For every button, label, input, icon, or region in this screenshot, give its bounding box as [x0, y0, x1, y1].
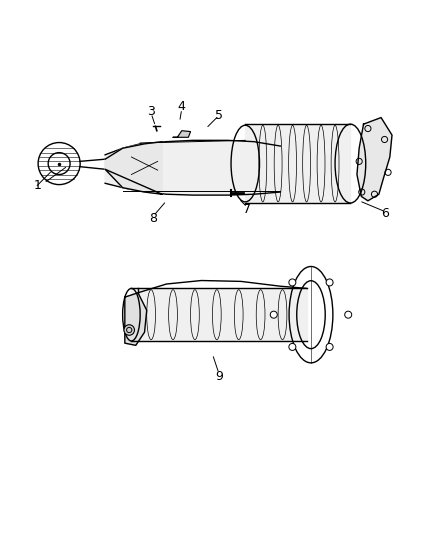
Text: 6: 6 — [381, 207, 389, 221]
Circle shape — [326, 343, 333, 350]
Bar — [245, 124, 350, 203]
Text: 3: 3 — [147, 104, 155, 117]
Bar — [131, 288, 307, 341]
Polygon shape — [357, 118, 392, 201]
Polygon shape — [173, 131, 191, 138]
Text: 9: 9 — [215, 369, 223, 383]
Circle shape — [270, 311, 277, 318]
Text: 1: 1 — [33, 179, 41, 192]
Text: 7: 7 — [244, 203, 251, 216]
Circle shape — [289, 343, 296, 350]
Circle shape — [124, 325, 134, 335]
Polygon shape — [105, 142, 162, 194]
Polygon shape — [125, 293, 147, 345]
Text: 5: 5 — [215, 109, 223, 122]
Circle shape — [326, 279, 333, 286]
Polygon shape — [105, 140, 280, 195]
Circle shape — [289, 279, 296, 286]
Text: 8: 8 — [149, 212, 157, 225]
Circle shape — [345, 311, 352, 318]
Text: 4: 4 — [178, 100, 186, 113]
